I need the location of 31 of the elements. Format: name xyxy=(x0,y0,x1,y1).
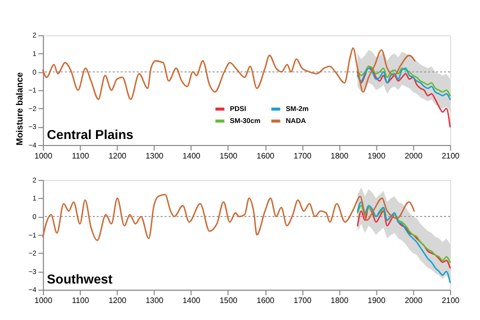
line-series xyxy=(356,201,451,284)
x-tick-label: 1800 xyxy=(330,296,349,306)
x-tick-label: 1900 xyxy=(368,296,386,306)
annotation: Central Plains xyxy=(46,127,134,142)
line-series xyxy=(356,66,451,128)
x-tick-label: 1700 xyxy=(294,296,312,306)
x-tick-label: 1400 xyxy=(182,296,201,306)
x-tick-label: 1500 xyxy=(220,151,238,160)
x-tick-label: 1600 xyxy=(256,151,275,160)
x-tick-label: 1000 xyxy=(34,296,53,306)
x-tick-label: 2000 xyxy=(404,296,423,306)
x-tick-label: 2100 xyxy=(442,151,460,160)
line-series xyxy=(42,194,415,242)
x-tick-label: 2000 xyxy=(404,151,423,160)
x-tick-label: 1100 xyxy=(72,151,90,160)
x-tick-label: 1300 xyxy=(146,296,164,306)
x-tick-label: 1400 xyxy=(182,151,201,160)
x-tick-label: 1900 xyxy=(368,151,386,160)
x-tick-label: 1100 xyxy=(72,296,90,306)
x-tick-label: 1600 xyxy=(256,296,275,306)
x-tick-label: 1200 xyxy=(108,296,127,306)
y-axis-title: Moisture balance xyxy=(14,72,24,146)
x-tick-label: 1000 xyxy=(34,151,53,160)
annotation: Southwest xyxy=(46,272,114,287)
x-tick-label: 2100 xyxy=(442,296,460,306)
x-tick-label: 1300 xyxy=(146,151,164,160)
x-tick-label: 1800 xyxy=(330,151,349,160)
x-tick-label: 1500 xyxy=(220,296,238,306)
x-tick-label: 1200 xyxy=(108,151,127,160)
x-tick-label: 1700 xyxy=(294,151,312,160)
line-series xyxy=(42,47,416,100)
